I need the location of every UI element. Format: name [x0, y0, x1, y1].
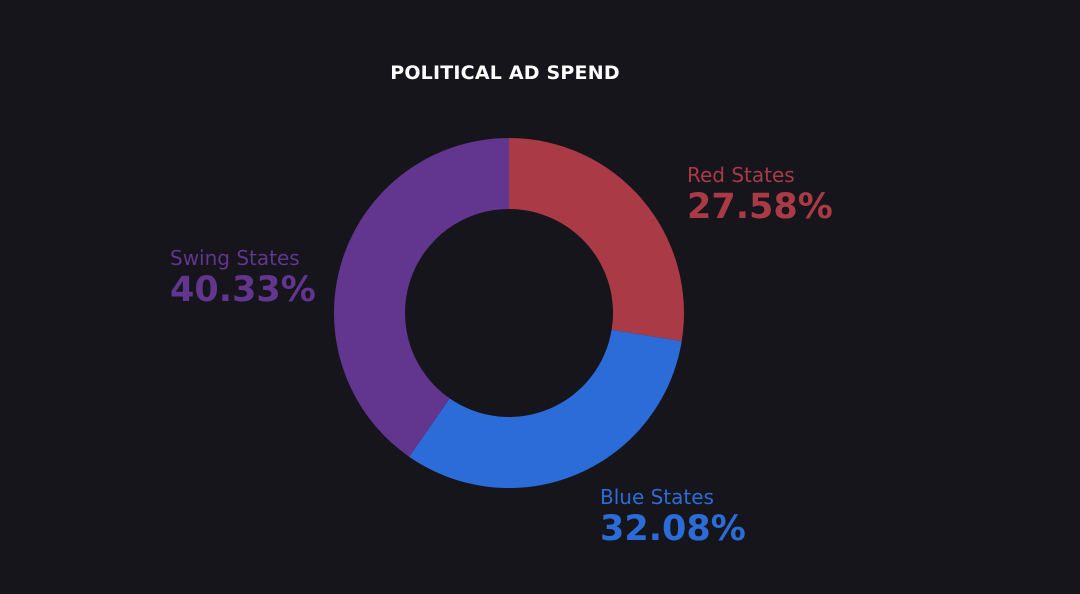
slice-red-states [509, 138, 684, 342]
slice-value-blue-states: 32.08% [600, 509, 746, 549]
slice-value-red-states: 27.58% [687, 187, 833, 227]
slice-blue-states [409, 329, 682, 488]
slice-name-red-states: Red States [687, 163, 795, 187]
slice-swing-states [334, 138, 509, 457]
chart-title: POLITICAL AD SPEND [390, 62, 620, 84]
slice-label-blue-states: Blue States 32.08% [600, 485, 746, 549]
slice-name-swing-states: Swing States [170, 246, 300, 270]
slice-value-swing-states: 40.33% [170, 270, 316, 310]
slice-name-blue-states: Blue States [600, 485, 714, 509]
slice-label-swing-states: Swing States 40.33% [170, 246, 316, 310]
slice-label-red-states: Red States 27.58% [687, 163, 833, 227]
